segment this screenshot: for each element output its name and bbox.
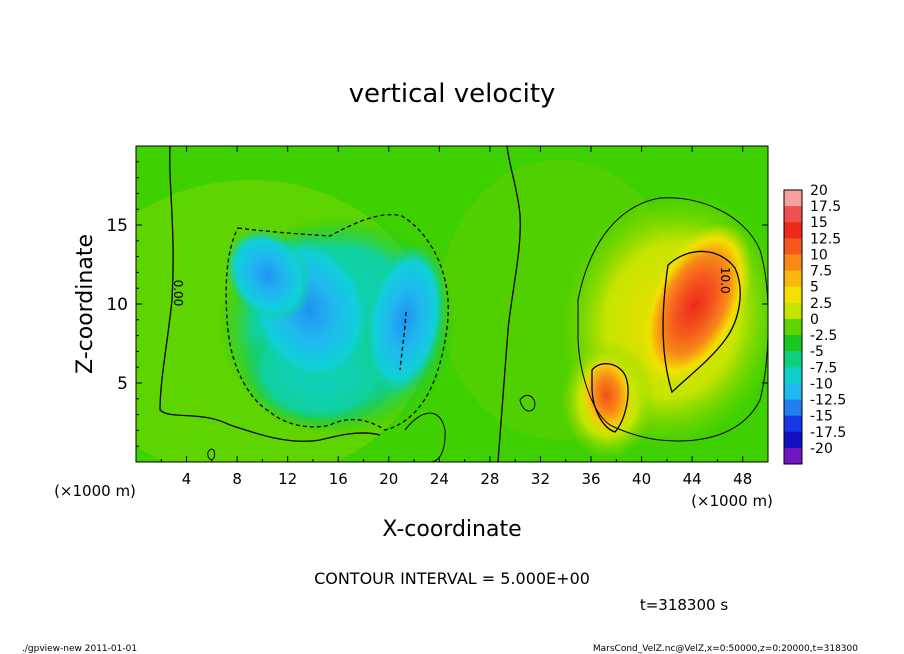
updraft-upper-core bbox=[637, 222, 753, 388]
colorbar-swatch bbox=[784, 206, 802, 223]
contour-label-0: 0.00 bbox=[171, 280, 185, 307]
x-tick-label: 16 bbox=[329, 470, 348, 488]
x-tick-label: 24 bbox=[430, 470, 449, 488]
colorbar-label: -7.5 bbox=[810, 360, 837, 376]
downdraft-outline bbox=[225, 214, 449, 431]
y-tick-label: 5 bbox=[117, 374, 128, 394]
x-axis: 4 8 12 16 20 24 28 32 36 40 44 48 bbox=[160, 146, 752, 488]
y-tick-label: 15 bbox=[106, 216, 128, 236]
y-axis-label: Z-coordinate bbox=[73, 234, 98, 374]
colorbar-label: -12.5 bbox=[810, 393, 846, 409]
contour-interval-label: CONTOUR INTERVAL = 5.000E+00 bbox=[314, 569, 590, 588]
x-tick-label: 32 bbox=[531, 470, 550, 488]
colorbar-swatch bbox=[784, 254, 802, 272]
colorbar: 2017.51512.5107.552.50-2.5-5-7.5-10-12.5… bbox=[783, 183, 846, 465]
x-tick-label: 48 bbox=[733, 470, 752, 488]
updraft-lower-core bbox=[580, 355, 634, 435]
colorbar-label: -10 bbox=[810, 376, 833, 392]
chart-title: vertical velocity bbox=[349, 79, 556, 109]
x-tick-label: 8 bbox=[232, 470, 242, 488]
colorbar-swatch bbox=[784, 222, 802, 239]
x-unit-label-left: (×1000 m) bbox=[54, 482, 136, 500]
downdraft-core-3 bbox=[224, 228, 312, 322]
colorbar-label: 5 bbox=[810, 280, 819, 296]
colorbar-label: -15 bbox=[810, 409, 833, 425]
colorbar-swatch bbox=[784, 318, 802, 336]
updraft-10-contour bbox=[662, 250, 741, 394]
contour-labels: 0.00 10.0 bbox=[171, 267, 732, 306]
small-contour-a bbox=[519, 394, 536, 412]
colorbar-label: -20 bbox=[810, 441, 833, 457]
plot-area: 0.00 10.0 bbox=[136, 146, 768, 462]
updraft-lower-contour bbox=[591, 363, 629, 433]
field-blobs bbox=[136, 160, 768, 462]
footer-left: ./gpview-new 2011-01-01 bbox=[22, 644, 137, 654]
colorbar-label: -5 bbox=[810, 344, 824, 360]
x-tick-label: 20 bbox=[379, 470, 398, 488]
time-label: t=318300 s bbox=[640, 596, 728, 614]
colorbar-swatch bbox=[784, 190, 802, 207]
colorbar-label: 7.5 bbox=[810, 264, 832, 280]
colorbar-frame bbox=[783, 189, 803, 465]
colorbar-label: 2.5 bbox=[810, 296, 832, 312]
colorbar-label: 20 bbox=[810, 183, 828, 199]
updraft-outer-contour bbox=[577, 197, 768, 442]
downdraft-inner-line bbox=[399, 311, 407, 371]
colorbar-swatch bbox=[784, 367, 802, 384]
colorbar-swatch bbox=[784, 383, 802, 401]
x-tick-label: 36 bbox=[581, 470, 600, 488]
colorbar-swatch bbox=[784, 351, 802, 368]
colorbar-label: 15 bbox=[810, 215, 828, 231]
colorbar-label: 17.5 bbox=[810, 199, 841, 215]
colorbar-swatch bbox=[784, 286, 802, 304]
x-tick-label: 40 bbox=[632, 470, 651, 488]
colorbar-swatch bbox=[784, 415, 802, 433]
y-axis: 5 10 15 bbox=[106, 161, 768, 447]
colorbar-swatch bbox=[784, 399, 802, 417]
colorbar-swatch bbox=[784, 335, 802, 352]
footer-right: MarsCond_VelZ.nc@VelZ,x=0:50000,z=0:2000… bbox=[593, 644, 858, 654]
colorbar-label: -17.5 bbox=[810, 425, 846, 441]
colorbar-swatch bbox=[784, 270, 802, 288]
zero-contour-mid bbox=[497, 146, 521, 462]
zero-contour-left bbox=[159, 146, 381, 442]
small-contour-c bbox=[207, 448, 215, 461]
contour-lines bbox=[159, 146, 768, 462]
x-tick-label: 12 bbox=[278, 470, 297, 488]
contour-label-1: 10.0 bbox=[718, 267, 732, 294]
x-tick-label: 44 bbox=[683, 470, 702, 488]
y-tick-label: 10 bbox=[106, 295, 128, 315]
colorbar-swatch bbox=[784, 238, 802, 255]
small-contour-b bbox=[404, 412, 446, 462]
colorbar-swatch bbox=[784, 302, 802, 320]
colorbar-label: 10 bbox=[810, 247, 828, 263]
colorbar-swatch bbox=[784, 431, 802, 449]
x-axis-label: X-coordinate bbox=[382, 517, 521, 542]
colorbar-label: -2.5 bbox=[810, 328, 837, 344]
x-tick-label: 28 bbox=[480, 470, 499, 488]
colorbar-swatch bbox=[784, 447, 802, 465]
x-unit-label-right: (×1000 m) bbox=[691, 492, 773, 510]
colorbar-label: 0 bbox=[810, 312, 819, 328]
x-tick-label: 4 bbox=[182, 470, 192, 488]
colorbar-label: 12.5 bbox=[810, 231, 841, 247]
